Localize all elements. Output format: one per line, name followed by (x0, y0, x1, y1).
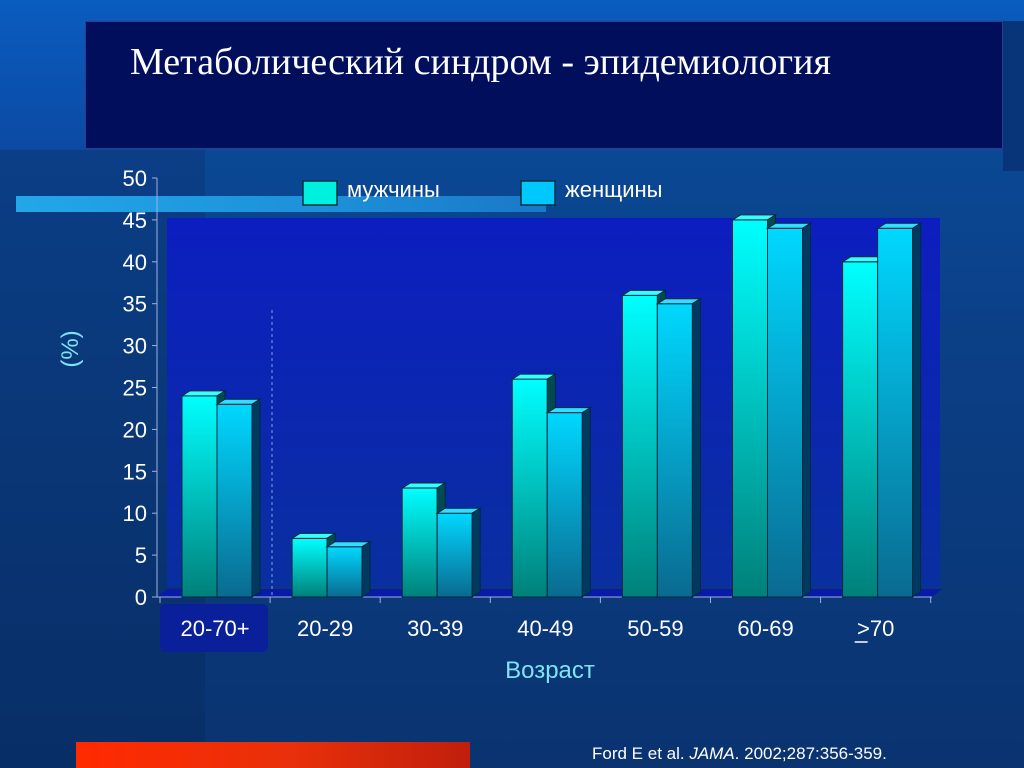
bar-front (216, 403, 253, 598)
y-tick-label: 25 (123, 376, 147, 401)
bar-side (361, 540, 371, 598)
bar-front (732, 219, 768, 598)
category-label: 30-39 (407, 616, 463, 641)
source-citation: Ford E et al. JAMA. 2002;287:356-359. (592, 744, 887, 764)
bar (765, 222, 813, 598)
source-authors: Ford E et al. (592, 744, 690, 763)
bar-front (546, 412, 583, 598)
slide-title: Метаболический синдром - эпидемиология (130, 41, 831, 83)
y-tick-label: 35 (123, 292, 147, 317)
bar-side (802, 222, 811, 598)
bar (435, 507, 482, 598)
bar-front (291, 537, 328, 598)
bar-front (877, 227, 914, 598)
bar-front (401, 487, 438, 598)
y-tick-label: 10 (123, 501, 147, 526)
legend-swatch (302, 180, 338, 206)
bar-side (471, 507, 481, 598)
bar-side (912, 222, 922, 598)
x-axis-title: Возраст (505, 657, 595, 684)
y-tick-label: 0 (135, 585, 147, 610)
category-label: 60-69 (737, 616, 793, 641)
bar-front (511, 378, 548, 598)
accent-orange-bar (76, 742, 470, 768)
source-ref: . 2002;287:356-359. (734, 744, 887, 763)
bar-front (436, 512, 473, 598)
legend-label: мужчины (347, 177, 440, 202)
y-axis-title: (%) (57, 330, 84, 367)
bar (215, 398, 262, 598)
accent-bar (16, 196, 546, 212)
bar-front (621, 294, 658, 598)
y-tick-label: 30 (123, 334, 147, 359)
y-tick-label: 50 (123, 166, 147, 191)
category-label: 50-59 (627, 616, 683, 641)
bar-front (842, 261, 879, 598)
category-label: >70 (857, 616, 894, 641)
bar-front (326, 546, 363, 598)
bar (545, 406, 593, 598)
bar-side (581, 406, 591, 598)
legend-label: женщины (565, 177, 662, 202)
bar (325, 540, 372, 598)
y-tick-label: 20 (123, 417, 147, 442)
source-journal: JAMA (689, 744, 735, 763)
bar-side (251, 398, 261, 598)
bar (655, 297, 703, 598)
category-label: 20-29 (297, 616, 353, 641)
y-tick-label: 15 (123, 459, 147, 484)
bar-front (181, 395, 218, 598)
title-box: Метаболический синдром - эпидемиология (85, 21, 1003, 149)
decorative-strip (1003, 21, 1024, 171)
y-tick-label: 45 (123, 208, 147, 233)
bar (875, 222, 923, 598)
bar-front (656, 303, 693, 598)
y-tick-label: 40 (123, 250, 147, 275)
bar-front (767, 227, 803, 598)
category-highlight (160, 604, 268, 652)
y-tick-label: 5 (135, 543, 147, 568)
category-label: 40-49 (517, 616, 573, 641)
bar-side (691, 297, 701, 598)
category-label: 20-70+ (180, 616, 249, 641)
legend-swatch (520, 180, 556, 206)
